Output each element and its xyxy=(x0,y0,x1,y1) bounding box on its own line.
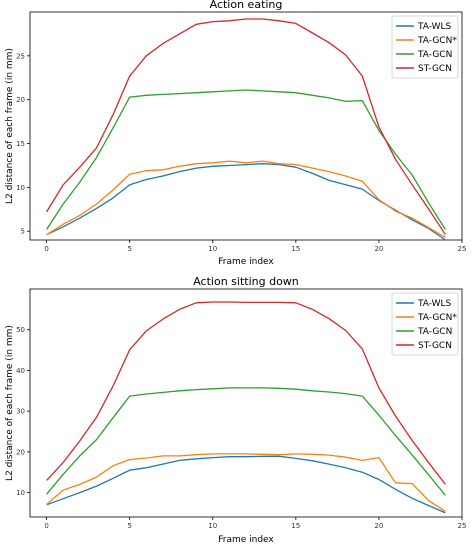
legend: TA-WLS TA-GCN* TA-GCN ST-GCN xyxy=(391,292,459,356)
chart-action-eating: Action eating 0 5 10 15 20 25 5 10 15 20 25 Frame in… xyxy=(5,0,467,267)
x-tick-label: 25 xyxy=(458,522,467,530)
plot-frame xyxy=(29,11,463,241)
series-line-st-gcn xyxy=(46,18,446,236)
x-tick-label: 5 xyxy=(127,245,131,253)
y-tick-label: 10 xyxy=(16,184,25,192)
x-tick-label: 10 xyxy=(208,522,217,530)
x-tick-label: 15 xyxy=(291,522,300,530)
legend-entry: ST-GCN xyxy=(418,64,452,74)
legend-box xyxy=(391,292,459,356)
x-axis-label: Frame index xyxy=(218,257,274,267)
y-tick-label: 15 xyxy=(16,140,25,148)
legend-entry: TA-GCN* xyxy=(417,36,457,46)
y-tick-label: 40 xyxy=(16,367,25,375)
y-axis-label: L2 distance of each frame (in mm) xyxy=(5,48,15,204)
x-axis-label: Frame index xyxy=(218,535,274,545)
x-tick-label: 5 xyxy=(127,522,131,530)
legend-box xyxy=(391,15,459,79)
chart-title: Action eating xyxy=(210,0,283,11)
y-tick-label: 20 xyxy=(16,96,25,104)
legend-entry: TA-GCN* xyxy=(417,313,457,323)
chart-action-sitting-down: Action sitting down 0 5 10 15 20 25 10 20 30 40 50 F… xyxy=(5,275,467,545)
series-line-ta-gcn- xyxy=(46,160,446,238)
legend: TA-WLS TA-GCN* TA-GCN ST-GCN xyxy=(391,15,459,79)
x-tick-label: 0 xyxy=(44,245,48,253)
series-line-ta-gcn xyxy=(46,89,446,230)
y-tick-label: 50 xyxy=(16,326,25,334)
series-line-ta-gcn xyxy=(46,387,446,496)
series-line-ta-wls xyxy=(46,455,446,514)
x-tick-label: 20 xyxy=(374,245,383,253)
y-axis-label: L2 distance of each frame (in mm) xyxy=(5,325,15,481)
x-tick-label: 15 xyxy=(291,245,300,253)
chart-title: Action sitting down xyxy=(193,275,299,288)
series-line-st-gcn xyxy=(46,301,446,485)
y-tick-label: 5 xyxy=(21,228,25,236)
x-tick-label: 10 xyxy=(208,245,217,253)
plot-frame xyxy=(29,288,463,518)
y-tick-label: 10 xyxy=(16,489,25,497)
x-tick-label: 0 xyxy=(44,522,48,530)
legend-entry: TA-WLS xyxy=(417,22,452,32)
y-tick-label: 30 xyxy=(16,408,25,416)
series-line-ta-wls xyxy=(46,163,446,241)
y-tick-label: 20 xyxy=(16,448,25,456)
series-line-ta-gcn- xyxy=(46,453,446,512)
legend-entry: TA-GCN xyxy=(417,327,452,337)
y-tick-label: 25 xyxy=(16,52,25,60)
legend-entry: TA-GCN xyxy=(417,50,452,60)
legend-entry: ST-GCN xyxy=(418,341,452,351)
x-tick-label: 25 xyxy=(458,245,467,253)
x-tick-label: 20 xyxy=(374,522,383,530)
legend-entry: TA-WLS xyxy=(417,299,452,309)
